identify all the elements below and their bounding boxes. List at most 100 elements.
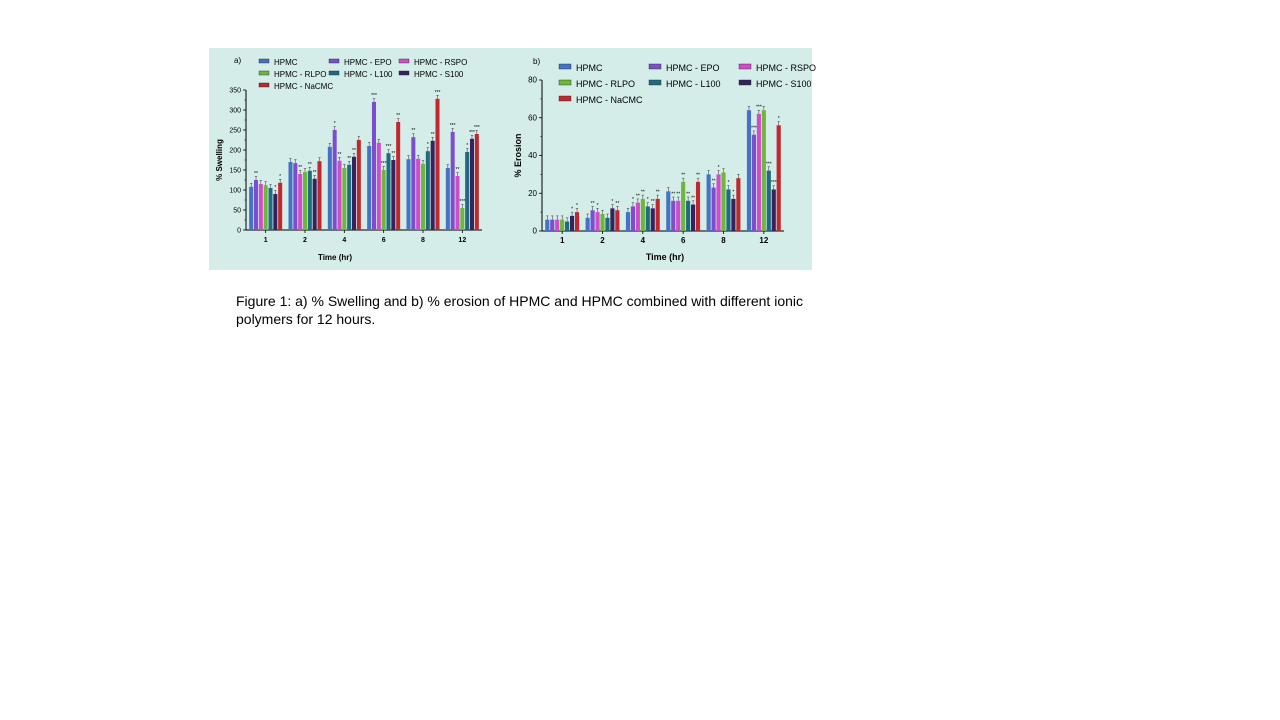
y-tick-label: 300 bbox=[229, 108, 241, 115]
significance-mark: * bbox=[727, 180, 729, 186]
bar bbox=[695, 181, 701, 231]
significance-mark: ** bbox=[671, 192, 675, 198]
bar bbox=[640, 198, 645, 231]
bar bbox=[771, 189, 776, 231]
bar bbox=[474, 134, 479, 230]
x-tick-label: 8 bbox=[421, 237, 425, 244]
bar bbox=[690, 204, 696, 231]
bar bbox=[347, 164, 352, 230]
y-axis-label: % Erosion bbox=[513, 133, 523, 177]
legend-label: HPMC - EPO bbox=[344, 58, 392, 67]
significance-mark: * bbox=[279, 174, 281, 180]
significance-mark: * bbox=[718, 165, 720, 171]
bar bbox=[465, 152, 470, 230]
significance-mark: ** bbox=[347, 156, 351, 162]
legend-label: HPMC - L100 bbox=[344, 70, 393, 79]
bar bbox=[650, 208, 655, 231]
significance-mark: ** bbox=[681, 173, 685, 179]
bar bbox=[411, 137, 416, 230]
legend-label: HPMC - NaCMC bbox=[274, 82, 333, 91]
bar bbox=[307, 170, 312, 230]
x-axis-label: Time (hr) bbox=[646, 252, 684, 262]
legend-swatch bbox=[328, 58, 340, 64]
legend-swatch bbox=[398, 58, 410, 64]
bar bbox=[590, 210, 595, 231]
x-tick-label: 8 bbox=[721, 236, 726, 245]
bar bbox=[312, 178, 317, 230]
legend-label: HPMC - RLPO bbox=[576, 79, 635, 89]
significance-mark: *** bbox=[459, 199, 465, 205]
bar bbox=[635, 202, 640, 231]
bar bbox=[751, 134, 757, 231]
bar bbox=[756, 113, 761, 231]
significance-mark: *** bbox=[386, 144, 392, 150]
bar bbox=[569, 215, 575, 231]
bar bbox=[430, 140, 435, 230]
significance-mark: * bbox=[334, 121, 336, 127]
legend-swatch bbox=[398, 70, 410, 76]
significance-mark: ** bbox=[615, 201, 619, 207]
significance-mark: * bbox=[732, 190, 734, 196]
significance-mark: ** bbox=[676, 192, 680, 198]
x-tick-label: 6 bbox=[681, 236, 686, 245]
bar bbox=[450, 132, 455, 230]
x-tick-label: 12 bbox=[458, 237, 466, 244]
bar bbox=[550, 219, 555, 231]
bar bbox=[332, 130, 337, 230]
y-tick-label: 80 bbox=[528, 76, 537, 85]
legend-label: HPMC - EPO bbox=[666, 63, 720, 73]
figure-panel: a) HPMC HPMC - EPO HPMC - RSPO HPMC - RLPO HP… bbox=[209, 48, 816, 270]
bar bbox=[273, 194, 278, 230]
bar bbox=[585, 217, 590, 231]
legend-swatch bbox=[258, 70, 270, 76]
bar bbox=[746, 110, 752, 231]
erosion-chart: b) HPMC HPMC - EPO HPMC - RSPO HPMC - RLPO HP… bbox=[513, 57, 816, 262]
x-tick-label: 2 bbox=[600, 236, 605, 245]
bar bbox=[416, 158, 421, 230]
bar bbox=[555, 219, 560, 231]
bar bbox=[356, 140, 361, 230]
x-tick-label: 4 bbox=[342, 237, 346, 244]
bar bbox=[776, 125, 781, 231]
significance-mark: ** bbox=[254, 171, 258, 177]
swelling-chart: a) HPMC HPMC - EPO HPMC - RSPO HPMC - RLPO HP… bbox=[215, 56, 482, 262]
bar bbox=[445, 168, 450, 230]
significance-mark: ** bbox=[456, 167, 460, 173]
significance-mark: ** bbox=[696, 173, 700, 179]
bar bbox=[317, 161, 322, 230]
legend-label: HPMC - L100 bbox=[666, 79, 721, 89]
legend-label: HPMC - RLPO bbox=[274, 70, 326, 79]
bar bbox=[726, 189, 731, 231]
bar bbox=[249, 186, 254, 230]
bar bbox=[455, 176, 460, 230]
bar bbox=[686, 200, 691, 231]
y-tick-label: 20 bbox=[528, 189, 537, 198]
bar bbox=[420, 164, 426, 230]
bar bbox=[736, 178, 741, 231]
bar bbox=[625, 212, 631, 231]
significance-mark: ** bbox=[636, 193, 640, 199]
bar bbox=[630, 206, 636, 231]
significance-mark: * bbox=[597, 203, 599, 209]
legend-label: HPMC - RSPO bbox=[414, 58, 467, 67]
bar bbox=[460, 208, 465, 230]
y-tick-label: 200 bbox=[229, 148, 241, 155]
significance-mark: ** bbox=[352, 148, 356, 154]
x-tick-label: 12 bbox=[759, 236, 768, 245]
bar bbox=[574, 212, 580, 231]
bar bbox=[681, 181, 686, 231]
bar bbox=[371, 102, 377, 230]
bar bbox=[676, 200, 681, 231]
legend-label: HPMC - RSPO bbox=[756, 63, 816, 73]
bar bbox=[600, 214, 605, 231]
significance-mark: ** bbox=[656, 190, 660, 196]
panel-label: a) bbox=[234, 56, 241, 65]
legend-label: HPMC bbox=[274, 58, 298, 67]
bar bbox=[716, 174, 721, 231]
significance-mark: * bbox=[576, 203, 578, 209]
significance-mark: *** bbox=[435, 90, 441, 96]
y-tick-label: 50 bbox=[233, 208, 241, 215]
legend-label: HPMC - NaCMC bbox=[576, 95, 643, 105]
significance-mark: * bbox=[571, 207, 573, 213]
significance-mark: * bbox=[647, 197, 649, 203]
